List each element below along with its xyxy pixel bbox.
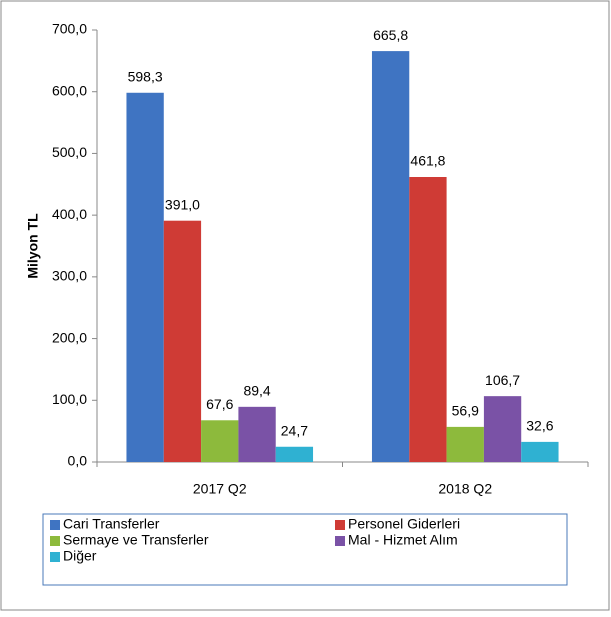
y-axis-label: Milyon TL — [25, 213, 41, 279]
bar — [201, 420, 239, 462]
y-tick-label: 500,0 — [52, 144, 87, 160]
data-label: 665,8 — [373, 27, 408, 43]
bar — [126, 92, 164, 462]
legend-label: Mal - Hizmet Alım — [348, 532, 458, 548]
data-label: 24,7 — [281, 422, 308, 438]
legend-box — [42, 513, 568, 586]
data-label: 32,6 — [526, 418, 553, 434]
y-tick-label: 200,0 — [52, 329, 87, 345]
bar — [163, 220, 202, 462]
legend-label: Personel Giderleri — [348, 516, 460, 532]
legend-label: Diğer — [63, 548, 97, 564]
y-tick-label: 0,0 — [68, 453, 88, 469]
y-tick-label: 100,0 — [52, 391, 87, 407]
legend-label: Sermaye ve Transferler — [63, 532, 209, 548]
data-label: 56,9 — [452, 403, 479, 419]
data-label: 89,4 — [243, 383, 270, 399]
legend-swatch — [50, 536, 60, 546]
legend-swatch — [50, 552, 60, 562]
data-label: 67,6 — [206, 396, 233, 412]
legend-swatch — [50, 520, 60, 530]
data-label: 461,8 — [410, 153, 445, 169]
bar — [275, 446, 314, 462]
y-tick-label: 300,0 — [52, 268, 87, 284]
legend-label: Cari Transferler — [63, 516, 160, 532]
bar — [409, 177, 447, 463]
bar — [483, 396, 522, 462]
y-tick-label: 600,0 — [52, 82, 87, 98]
y-tick-label: 700,0 — [52, 21, 87, 37]
bar — [446, 426, 484, 462]
y-tick-label: 400,0 — [52, 206, 87, 222]
data-label: 598,3 — [128, 68, 163, 84]
legend-swatch — [335, 520, 345, 530]
legend-swatch — [335, 536, 345, 546]
x-tick-label: 2018 Q2 — [438, 481, 492, 497]
data-label: 391,0 — [165, 196, 200, 212]
bar — [521, 441, 559, 462]
x-tick-label: 2017 Q2 — [193, 481, 247, 497]
bar — [238, 406, 276, 462]
data-label: 106,7 — [485, 372, 520, 388]
bar — [371, 51, 410, 462]
